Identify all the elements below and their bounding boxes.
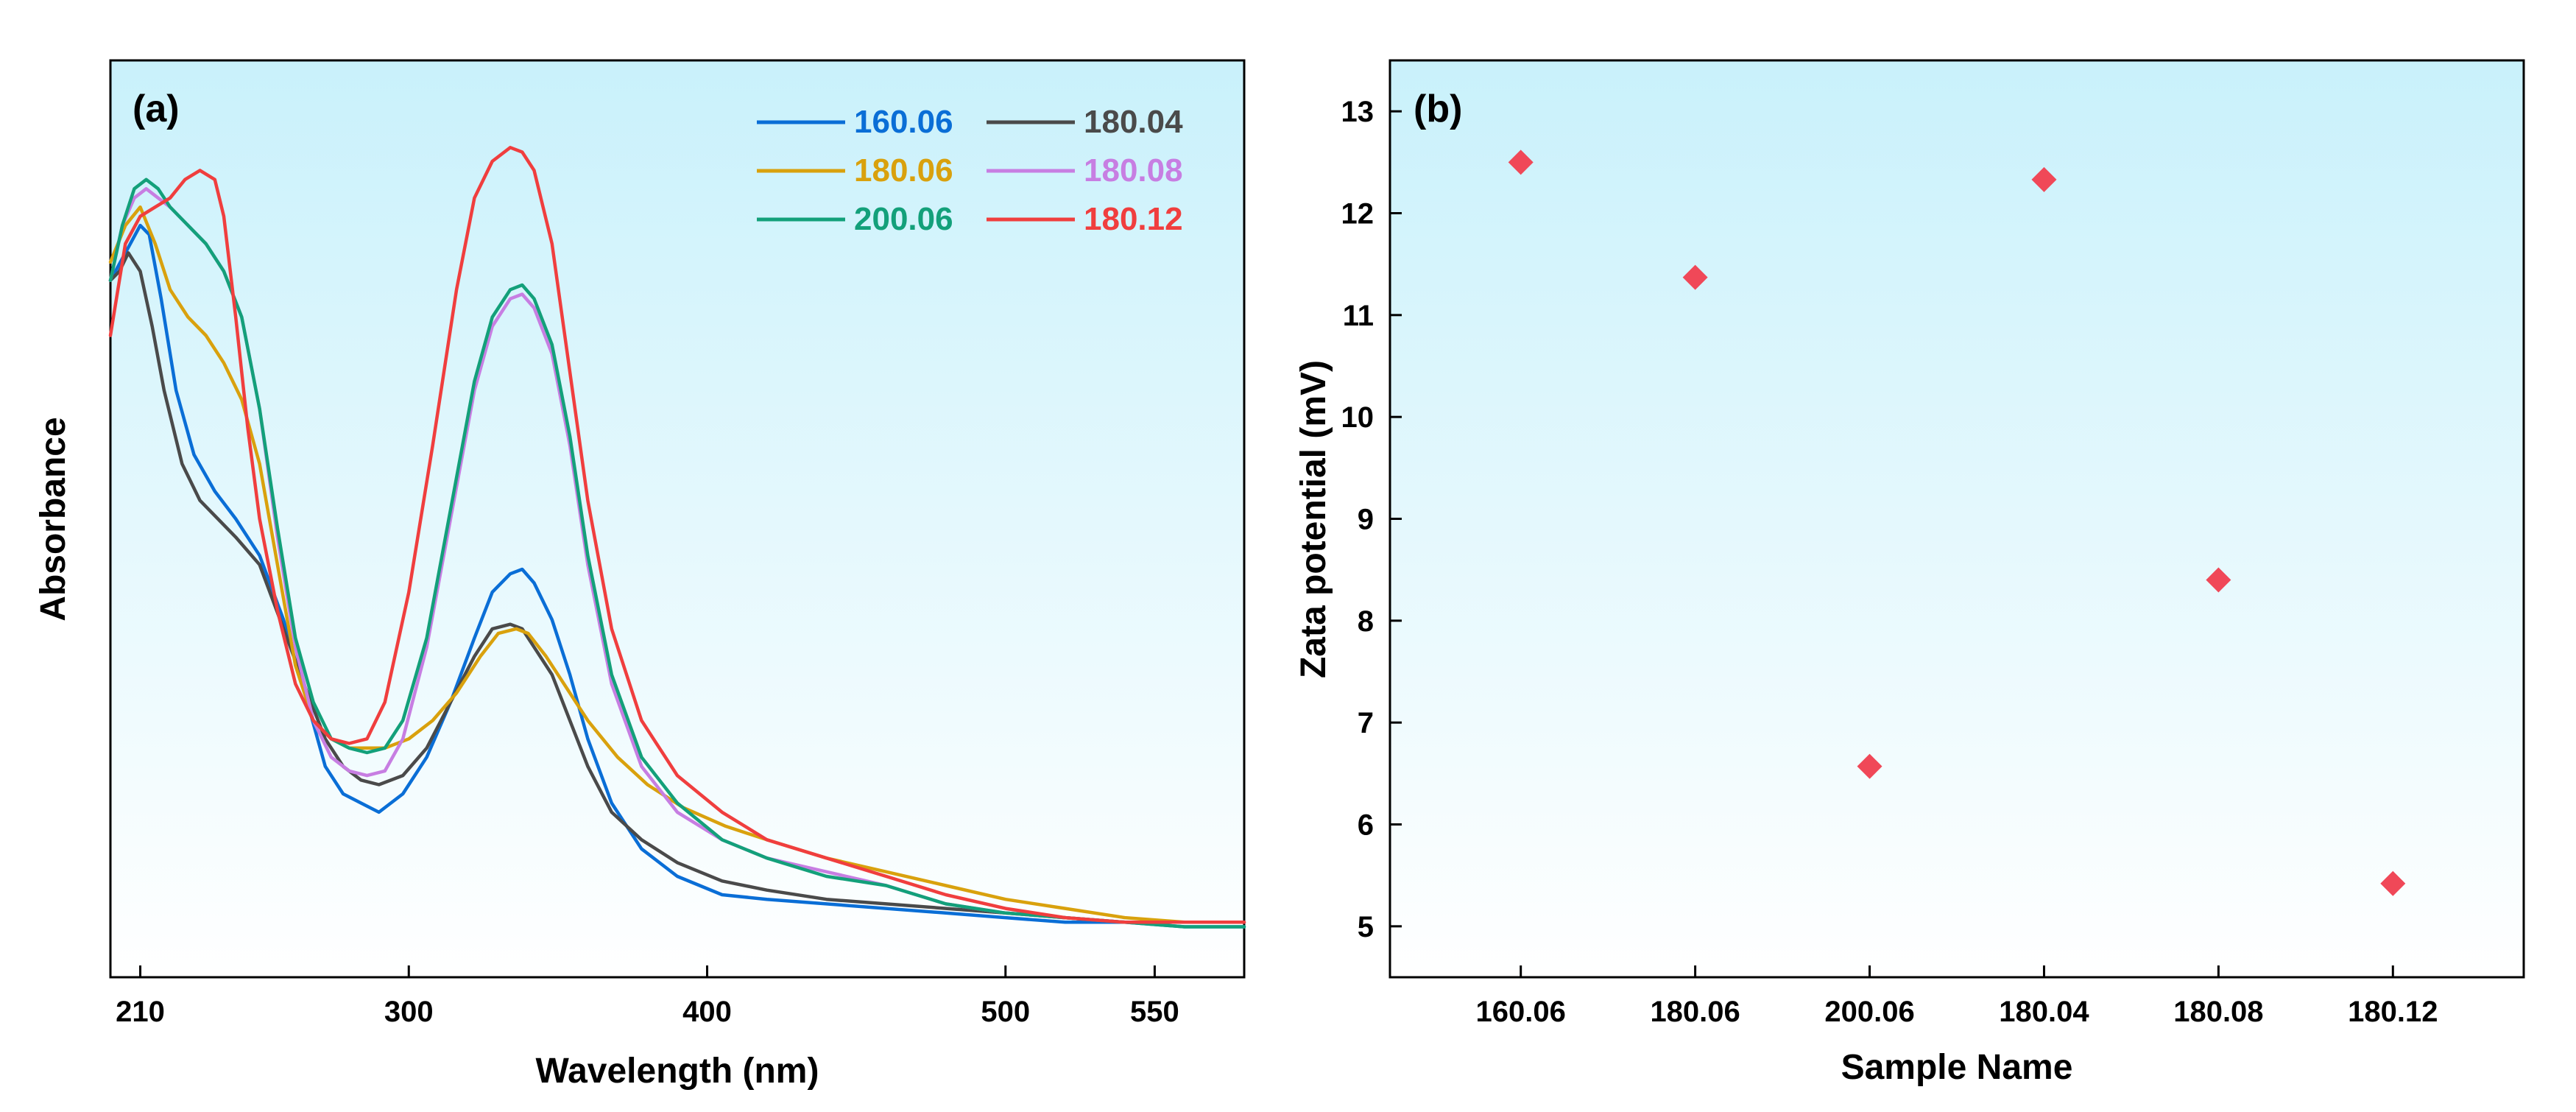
panel-a-label: (a) [133, 88, 180, 130]
panel-b-x-axis-label: Sample Name [1841, 1048, 2073, 1087]
y-tick-label: 8 [1358, 605, 1374, 638]
y-tick-label: 7 [1358, 707, 1374, 739]
data-point-180-08 [2206, 567, 2231, 593]
series-line-180-06 [108, 205, 1246, 924]
x-tick-label: 400 [682, 996, 732, 1028]
panel-a-plot-area [109, 59, 1246, 979]
panel-a-absorbance-chart: 210 300 400 500 550 160.06 180.04 180.06 180.08… [34, 59, 1246, 1091]
panel-b-plot-area [1388, 59, 2525, 979]
data-point-180-12 [2380, 870, 2406, 896]
panel-a-y-axis-label: Absorbance [34, 417, 73, 621]
x-tick-label: 300 [384, 996, 434, 1028]
panel-b-y-axis-label: Zata potential (mV) [1294, 360, 1333, 678]
x-tick-label: 180.06 [1650, 996, 1740, 1028]
x-tick-label: 180.04 [1999, 996, 2089, 1028]
panel-a-series-group [108, 146, 1246, 929]
y-tick-label: 11 [1343, 300, 1374, 332]
legend-label: 180.08 [1084, 152, 1183, 189]
y-tick-label: 12 [1341, 198, 1375, 231]
x-tick-label: 200.06 [1824, 996, 1914, 1028]
x-tick-label: 210 [116, 996, 165, 1028]
y-tick-label: 10 [1341, 401, 1375, 434]
y-tick-label: 9 [1358, 504, 1374, 536]
panel-b-label: (b) [1414, 88, 1462, 130]
x-tick-label: 500 [981, 996, 1030, 1028]
x-tick-label: 550 [1130, 996, 1179, 1028]
legend-label: 200.06 [854, 201, 953, 237]
data-point-200-06 [1857, 753, 1882, 779]
legend-label: 180.04 [1084, 104, 1183, 140]
series-line-180-04 [108, 251, 1246, 924]
panel-b-zeta-chart: 5 6 7 8 9 10 11 12 13 160.06 180.06 200.06 180.04 18… [1294, 59, 2525, 1087]
x-tick-label: 180.12 [2348, 996, 2438, 1028]
data-point-160-06 [1508, 149, 1534, 175]
series-line-160-06 [108, 223, 1246, 929]
panel-a-legend: 160.06 180.04 180.06 180.08 200.06 180.12 [757, 104, 1183, 237]
y-tick-label: 6 [1358, 809, 1374, 842]
x-tick-label: 180.08 [2173, 996, 2263, 1028]
panel-a-x-ticks: 210 300 400 500 550 [116, 965, 1179, 1028]
y-tick-label: 5 [1358, 911, 1374, 943]
data-point-180-06 [1682, 264, 1708, 290]
legend-label: 160.06 [854, 104, 953, 140]
panel-b-x-ticks: 160.06 180.06 200.06 180.04 180.08 180.12 [1476, 965, 2438, 1028]
panel-b-y-ticks: 5 6 7 8 9 10 11 12 13 [1341, 96, 1402, 943]
panel-b-points [1508, 149, 2406, 896]
legend-label: 180.12 [1084, 201, 1183, 237]
series-line-200-06 [108, 177, 1246, 929]
panel-a-x-axis-label: Wavelength (nm) [536, 1052, 819, 1091]
x-tick-label: 160.06 [1476, 996, 1566, 1028]
data-point-180-04 [2031, 166, 2057, 192]
y-tick-label: 13 [1341, 96, 1375, 128]
series-line-180-12 [108, 146, 1246, 924]
legend-label: 180.06 [854, 152, 953, 189]
